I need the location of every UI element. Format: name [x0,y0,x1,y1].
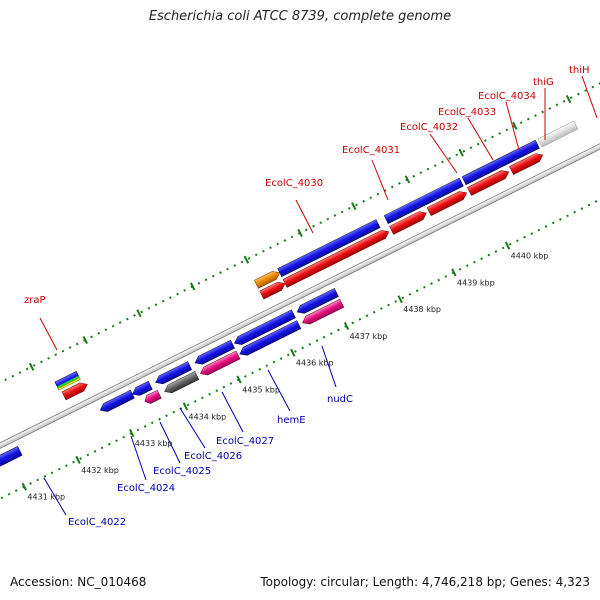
major-ticks-inner [21,241,511,491]
cds-ecolc-4033-forward [426,191,468,216]
kbp-tick [343,321,350,331]
kbp-tick [451,268,457,277]
gene-ecolc-4026-reverse [155,361,193,385]
gene-ecolc-4031-forward [277,219,381,278]
cds-thig-forward [509,153,544,175]
kbp-label: 4436 kbp [296,359,334,368]
kbp-labels: 4431 kbp 4432 kbp 4433 kbp 4434 kbp 4435… [27,252,549,502]
gene-ecolc-4032-forward [383,177,464,224]
kbp-tick [236,375,242,384]
kbp-tick [182,402,189,411]
feature-zrap-yellow [58,378,81,391]
gene-ecolc-4027-reverse [194,339,235,365]
gene-label-nudc: nudC [327,394,353,405]
kbp-tick [75,455,81,464]
gene-label-ecolc-4027: EcolC_4027 [216,436,274,447]
genome-backbone [0,88,600,505]
gene-label-zrap: zraP [24,295,46,306]
reverse-strand-track [0,288,345,492]
cds-ecolc-4030-forward [259,281,286,300]
feature-zrap-green [57,375,80,389]
genome-band: 4431 kbp 4432 kbp 4433 kbp 4434 kbp 4435… [0,58,600,528]
cds-ecolc-4027-reverse [200,350,241,376]
gene-nudc-reverse [296,288,339,314]
kbp-label: 4435 kbp [242,386,280,395]
kbp-label: 4434 kbp [189,412,227,421]
kbp-label: 4437 kbp [350,332,388,341]
kbp-label: 4432 kbp [81,466,119,475]
cds-ecolc-4026-reverse [164,371,200,394]
cds-ecolc-4025-reverse [144,389,162,404]
cds-ecolc-4031-forward [282,230,390,288]
kbp-label: 4439 kbp [457,278,495,287]
forward-gene-labels: zraP EcolC_4030 EcolC_4031 EcolC_4032 Ec… [24,65,598,351]
gene-ecolc-4030-forward [254,271,281,289]
gene-label-heme: hemE [277,415,306,426]
kbp-tick [129,429,135,438]
gene-label-ecolc-4022: EcolC_4022 [68,517,126,528]
gene-label-ecolc-4030: EcolC_4030 [265,178,323,189]
gene-label-ecolc-4025: EcolC_4025 [153,466,211,477]
major-ticks-outer [28,95,572,371]
kbp-label: 4438 kbp [403,305,441,314]
genome-summary-text: Topology: circular; Length: 4,746,218 bp… [260,575,590,589]
gene-label-thih: thiH [569,65,590,76]
gene-thih-forward [537,120,579,148]
cds-nudc-reverse [302,298,345,325]
gene-label-ecolc-4026: EcolC_4026 [184,451,242,462]
gene-label-thig: thiG [533,77,554,88]
cds-zrap-forward [61,382,88,401]
reverse-gene-labels: EcolC_4022 EcolC_4024 EcolC_4025 EcolC_4… [43,345,353,528]
kbp-label: 4433 kbp [135,439,173,448]
gene-label-ecolc-4031: EcolC_4031 [342,145,400,156]
kbp-tick [397,295,403,304]
cds-heme-reverse [239,320,302,356]
gene-label-ecolc-4032: EcolC_4032 [400,122,458,133]
gene-ecolc-4025-reverse [132,380,153,396]
gene-ecolc-4034-forward [461,139,540,186]
cds-ecolc-4034-forward [467,170,510,196]
accession-text: Accession: NC_010468 [10,575,147,589]
kbp-tick [21,482,27,491]
gene-ecolc-4022-reverse [0,446,23,492]
gene-label-ecolc-4024: EcolC_4024 [117,483,175,494]
gene-heme-reverse [234,309,296,345]
gene-label-ecolc-4034: EcolC_4034 [478,91,536,102]
forward-strand-track [54,120,579,401]
kbp-tick [504,241,511,250]
kbp-label: 4431 kbp [27,493,65,502]
gene-ecolc-4024-reverse [99,389,135,412]
kbp-label: 4440 kbp [511,252,549,261]
cds-ecolc-4032-forward [389,211,427,235]
gene-label-ecolc-4033: EcolC_4033 [438,107,496,118]
map-title: Escherichia coli ATCC 8739, complete gen… [148,9,452,24]
kbp-tick [290,348,296,357]
